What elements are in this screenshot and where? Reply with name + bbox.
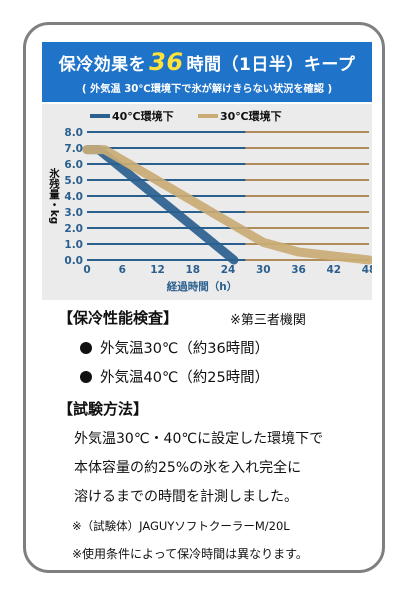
perf-title: 【保冷性能検査】 [58, 309, 179, 327]
banner-title-number: 36 [149, 48, 184, 76]
y-tick-label: 3.0 [64, 207, 83, 219]
x-tick-label: 42 [326, 264, 341, 276]
y-tick-label: 1.0 [64, 239, 83, 251]
perf-item-30c: 外気温30℃（約36時間） [80, 337, 269, 358]
perf-item-40c: 外気温40℃（約25時間） [80, 366, 269, 387]
y-tick-label: 0.0 [64, 255, 83, 267]
x-tick-label: 18 [185, 264, 200, 276]
legend-label: 40℃環境下 [112, 109, 174, 123]
y-tick-label: 6.0 [64, 159, 83, 171]
ice-remaining-chart: 0.0 1.0 2.0 3.0 4.0 5.0 6.0 7.0 8.0 0 6 12 18 24 30 36 4… [48, 109, 372, 293]
x-tick-label: 12 [150, 264, 165, 276]
banner-title: 保冷効果を 36 時間（1日半）キープ [42, 48, 372, 76]
y-tick-label: 7.0 [64, 143, 83, 155]
bullet-icon [80, 342, 92, 354]
y-tick-label: 2.0 [64, 223, 83, 235]
banner-title-pre: 保冷効果を [58, 55, 147, 75]
legend-label: 30℃環境下 [220, 109, 282, 123]
method-title: 【試験方法】 [58, 400, 149, 418]
method-line-2: 本体容量の約25%の氷を入れ完全に [74, 460, 302, 476]
method-line-3: 溶けるまでの時間を計測しました。 [74, 489, 298, 505]
series-line [82, 145, 372, 265]
x-tick-label: 36 [291, 264, 306, 276]
specimen-note: ※（試験体）JAGUYソフトクーラーM/20L [72, 519, 290, 533]
title-banner: 保冷効果を 36 時間（1日半）キープ ( 外気温 30℃環境下で氷が解けきらない状… [42, 42, 372, 102]
method-line-1: 外気温30℃・40℃に設定した環境下で [74, 431, 324, 447]
x-tick-label: 6 [119, 264, 126, 276]
bullet-icon [80, 371, 92, 383]
x-tick-label: 30 [256, 264, 271, 276]
x-tick-label: 48 [362, 264, 372, 276]
y-tick-label: 8.0 [64, 127, 83, 139]
y-tick-label: 4.0 [64, 191, 83, 203]
x-tick-label: 0 [83, 264, 90, 276]
perf-item-30c-text: 外気温30℃（約36時間） [100, 341, 270, 357]
banner-subtitle: ( 外気温 30℃環境下で氷が解けきらない状況を確認 ) [81, 84, 333, 95]
y-axis-label: 氷残量・kg [48, 167, 60, 224]
x-axis-label: 経過時間（h） [167, 280, 237, 293]
chart-background [42, 104, 372, 300]
conditions-note: ※使用条件によって保冷時間は異なります。 [72, 547, 308, 561]
banner-title-post: 時間（1日半）キープ [186, 55, 356, 75]
y-tick-label: 5.0 [64, 175, 83, 187]
perf-item-40c-text: 外気温40℃（約25時間） [100, 370, 270, 386]
x-tick-label: 24 [221, 264, 236, 276]
third-party-note: ※第三者機関 [230, 313, 306, 328]
